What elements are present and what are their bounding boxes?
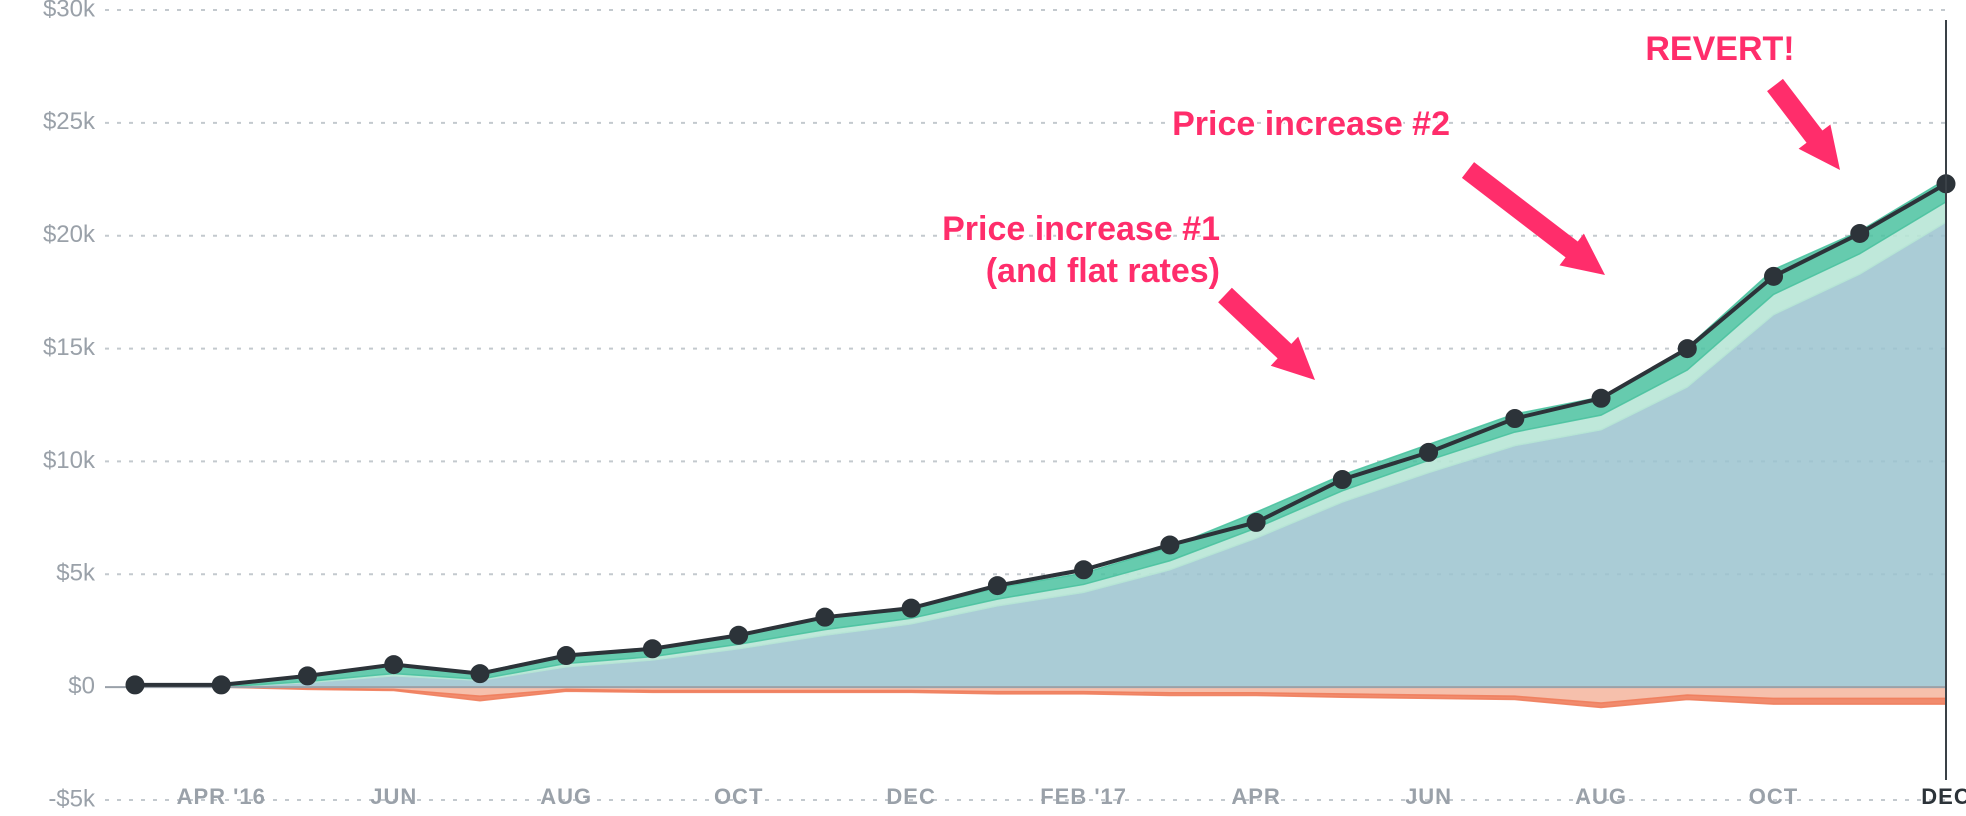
x-tick-label: APR '16 xyxy=(177,784,266,809)
net-point[interactable] xyxy=(643,640,661,658)
y-tick-label: $0 xyxy=(68,672,95,699)
annotation-text: REVERT! xyxy=(1645,30,1794,68)
net-point[interactable] xyxy=(1506,410,1524,428)
x-tick-label: OCT xyxy=(1749,784,1798,809)
net-point[interactable] xyxy=(1075,561,1093,579)
chart-container: -$5k$0$5k$10k$15k$20k$25k$30kAPR '16JUNA… xyxy=(0,0,1966,816)
y-tick-label: $10k xyxy=(43,447,96,474)
x-tick-label: DEC xyxy=(886,784,935,809)
net-point[interactable] xyxy=(1678,340,1696,358)
x-tick-label: AUG xyxy=(540,784,592,809)
net-point[interactable] xyxy=(1247,513,1265,531)
net-point[interactable] xyxy=(298,667,316,685)
net-point[interactable] xyxy=(902,599,920,617)
y-tick-label: $5k xyxy=(56,560,96,587)
x-tick-label: FEB '17 xyxy=(1040,784,1127,809)
net-point[interactable] xyxy=(212,676,230,694)
x-tick-label: JUN xyxy=(1405,784,1452,809)
annotation-text: Price increase #2 xyxy=(1172,105,1450,143)
annotation-text: (and flat rates) xyxy=(986,252,1220,290)
x-tick-label: AUG xyxy=(1575,784,1627,809)
y-tick-label: $15k xyxy=(43,334,96,361)
area-series_a_existing xyxy=(135,222,1946,687)
annotations: Price increase #1 (and flat rates) Price i… xyxy=(942,30,1840,380)
net-point[interactable] xyxy=(1161,536,1179,554)
y-tick-label: $20k xyxy=(43,221,96,248)
x-tick-label: DEC xyxy=(1921,784,1966,809)
y-tick-label: -$5k xyxy=(48,785,96,812)
x-tick-label: JUN xyxy=(370,784,417,809)
x-tick-label: OCT xyxy=(714,784,763,809)
net-point[interactable] xyxy=(1851,224,1869,242)
annotation-arrow xyxy=(1462,162,1605,275)
annotation-price2: Price increase #2 xyxy=(1172,105,1605,275)
net-point[interactable] xyxy=(385,656,403,674)
y-tick-label: $30k xyxy=(43,0,96,22)
net-point[interactable] xyxy=(126,676,144,694)
annotation-text: Price increase #1 xyxy=(942,210,1220,248)
net-point[interactable] xyxy=(471,665,489,683)
y-tick-label: $25k xyxy=(43,108,96,135)
revenue-chart: -$5k$0$5k$10k$15k$20k$25k$30kAPR '16JUNA… xyxy=(0,0,1966,816)
net-point[interactable] xyxy=(557,647,575,665)
x-axis: APR '16 JUN AUG OCT DEC FEB '17 APR JUN AUG OCT DE… xyxy=(177,784,1966,809)
net-point[interactable] xyxy=(1592,389,1610,407)
net-point[interactable] xyxy=(816,608,834,626)
net-point[interactable] xyxy=(988,577,1006,595)
annotation-revert: REVERT! xyxy=(1645,30,1840,170)
x-tick-label: APR xyxy=(1231,784,1280,809)
net-point[interactable] xyxy=(1420,443,1438,461)
net-point[interactable] xyxy=(1765,267,1783,285)
annotation-arrow xyxy=(1218,288,1315,380)
annotation-arrow xyxy=(1767,79,1840,170)
net-point[interactable] xyxy=(730,626,748,644)
net-point[interactable] xyxy=(1333,470,1351,488)
